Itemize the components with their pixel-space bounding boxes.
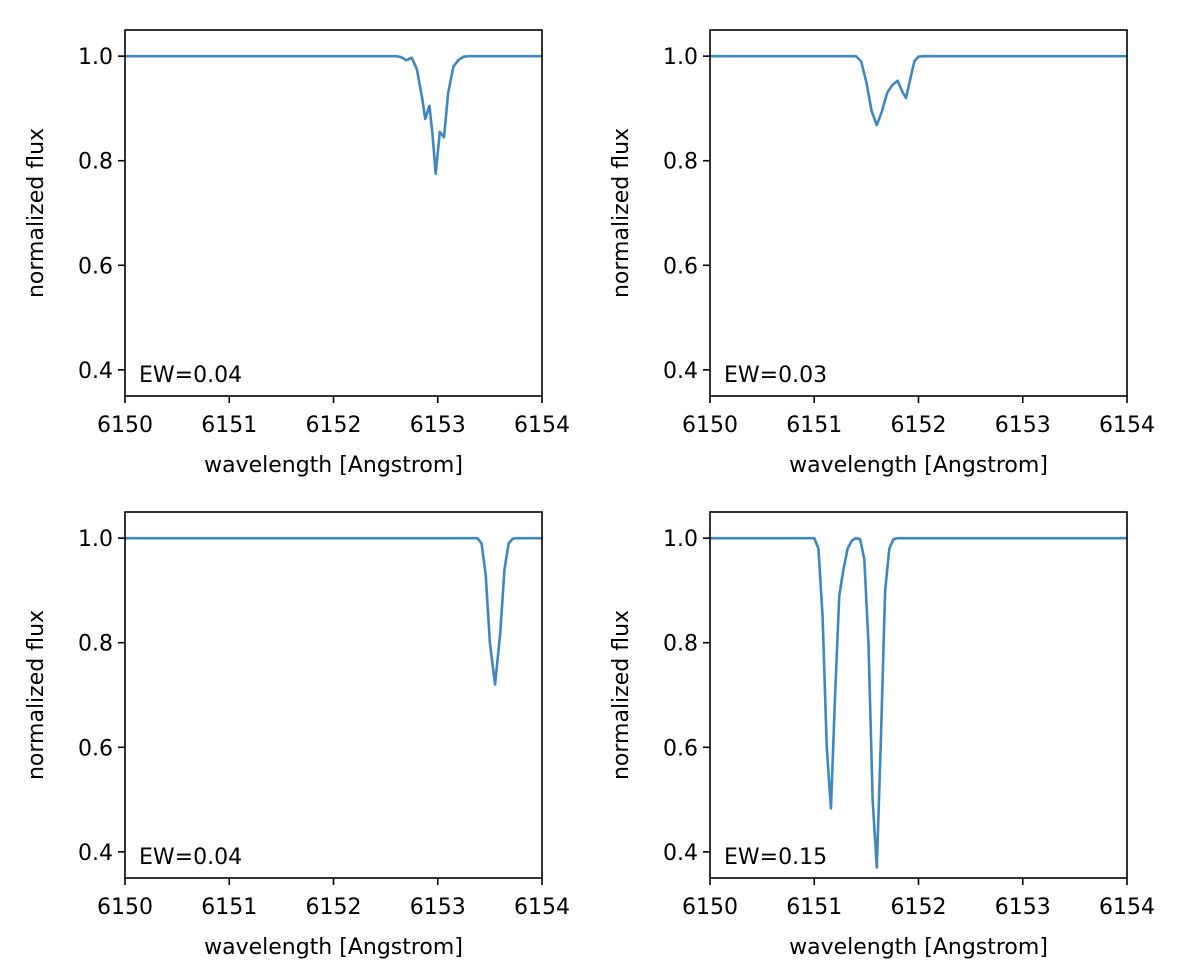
ew-annotation: EW=0.15 [724,845,827,870]
y-tick-label: 1.0 [663,527,698,552]
x-tick-label: 6150 [97,895,153,920]
y-tick-label: 0.6 [663,254,698,279]
y-axis-label: normalized flux [609,128,634,298]
subplot-4: 6150 6151 6152 6153 6154 0.4 0.6 0.8 1.0 waveleng… [609,511,1155,960]
series-line-spectrum [125,54,542,176]
y-tick-label: 0.8 [78,150,113,175]
x-tick-label: 6153 [995,895,1051,920]
y-tick-label: 1.0 [663,45,698,70]
x-tick-label: 6153 [995,413,1051,438]
x-tick-label: 6154 [1099,895,1155,920]
x-tick-label: 6152 [891,895,947,920]
x-tick-label: 6151 [201,413,257,438]
x-tick-label: 6154 [514,413,570,438]
ew-annotation: EW=0.04 [139,363,242,388]
y-tick-label: 0.8 [663,150,698,175]
series-line-spectrum [125,536,542,686]
y-tick-label: 0.4 [663,841,698,866]
x-tick-label: 6150 [682,413,738,438]
y-tick-label: 0.8 [78,632,113,657]
x-tick-label: 6150 [97,413,153,438]
y-tick-label: 0.6 [663,736,698,761]
x-tick-label: 6151 [201,895,257,920]
x-axis-label: wavelength [Angstrom] [789,453,1048,478]
ew-annotation: EW=0.03 [724,363,827,388]
x-tick-label: 6152 [891,413,947,438]
y-tick-label: 1.0 [78,45,113,70]
x-tick-label: 6153 [410,895,466,920]
x-tick-label: 6150 [682,895,738,920]
x-tick-label: 6152 [306,413,362,438]
y-axis-label: normalized flux [609,610,634,780]
x-axis-label: wavelength [Angstrom] [204,935,463,960]
x-tick-label: 6151 [786,413,842,438]
y-tick-label: 0.8 [663,632,698,657]
y-axis-label: normalized flux [24,610,49,780]
y-tick-label: 0.4 [78,359,113,384]
subplot-3: 6150 6151 6152 6153 6154 0.4 0.6 0.8 1.0 waveleng… [24,511,570,960]
x-tick-label: 6154 [514,895,570,920]
x-axis-label: wavelength [Angstrom] [789,935,1048,960]
y-tick-label: 1.0 [78,527,113,552]
y-axis-label: normalized flux [24,128,49,298]
y-tick-label: 0.6 [78,254,113,279]
x-tick-label: 6154 [1099,413,1155,438]
y-tick-label: 0.4 [78,841,113,866]
series-line-spectrum [710,536,1127,869]
series-line-spectrum [710,54,1127,127]
x-tick-label: 6153 [410,413,466,438]
subplot-1: 6150 6151 6152 6153 6154 0.4 0.6 0.8 1.0 waveleng… [24,29,570,478]
y-tick-label: 0.4 [663,359,698,384]
y-tick-label: 0.6 [78,736,113,761]
x-axis-label: wavelength [Angstrom] [204,453,463,478]
subplots: 6150 6151 6152 6153 6154 0.4 0.6 0.8 1.0 waveleng… [24,29,1155,960]
ew-annotation: EW=0.04 [139,845,242,870]
subplot-2: 6150 6151 6152 6153 6154 0.4 0.6 0.8 1.0 waveleng… [609,29,1155,478]
x-tick-label: 6152 [306,895,362,920]
x-tick-label: 6151 [786,895,842,920]
